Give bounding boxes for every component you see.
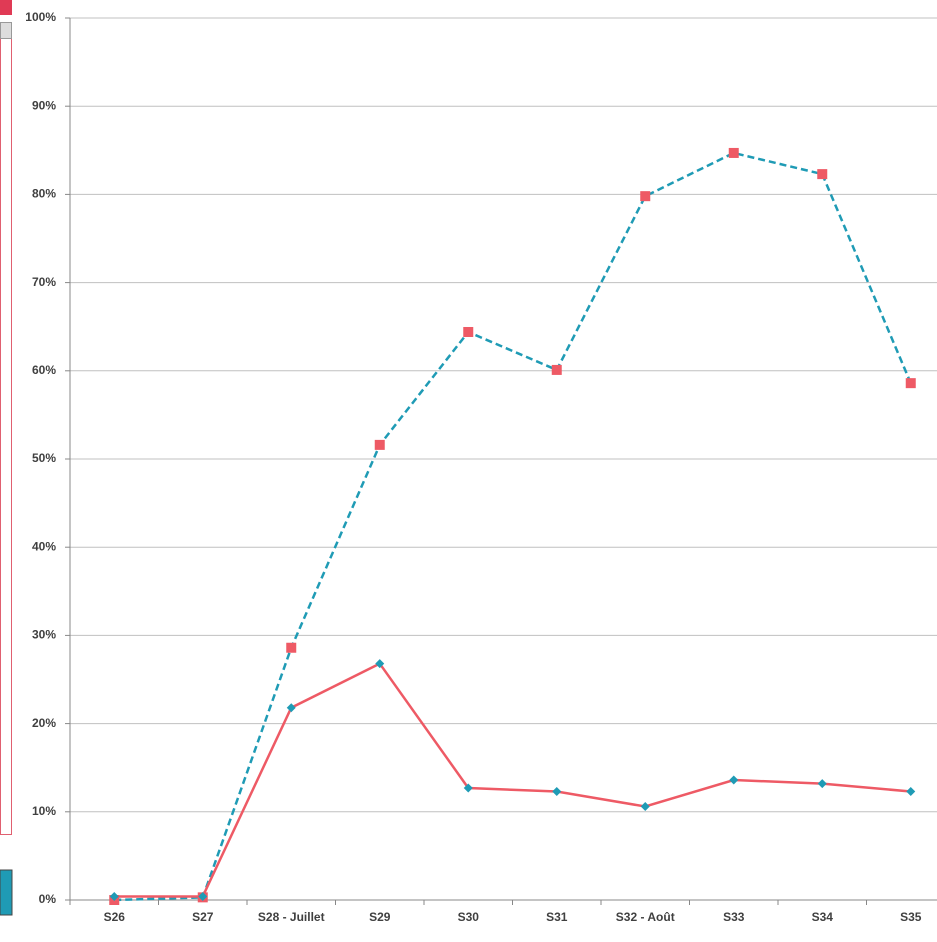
marker: [375, 659, 385, 669]
series-line: [114, 151, 912, 902]
marker: [817, 779, 827, 789]
marker: [906, 787, 916, 797]
marker: [728, 147, 739, 158]
x-tick-label: S29: [369, 910, 391, 924]
marker: [286, 703, 296, 713]
y-tick-label: 0%: [39, 892, 57, 906]
marker: [286, 642, 297, 653]
x-tick-label: S32 - Août: [615, 910, 675, 924]
marker: [640, 802, 650, 812]
y-tick-label: 90%: [32, 98, 56, 112]
side-panel-fragment: [0, 22, 12, 835]
marker: [198, 891, 208, 901]
x-tick-label: S27: [192, 910, 214, 924]
series-line: [114, 662, 911, 898]
y-tick-label: 30%: [32, 628, 56, 642]
y-tick-label: 20%: [32, 716, 56, 730]
marker: [552, 787, 562, 797]
y-tick-label: 70%: [32, 275, 56, 289]
x-tick-label: S30: [457, 910, 479, 924]
marker: [463, 783, 473, 793]
x-tick-label: S34: [811, 910, 833, 924]
y-tick-label: 50%: [32, 451, 56, 465]
marker: [463, 326, 474, 337]
y-tick-label: 10%: [32, 804, 56, 818]
marker: [905, 378, 916, 389]
y-tick-label: 80%: [32, 187, 56, 201]
side-panel-fragment: [0, 869, 13, 916]
marker: [374, 439, 385, 450]
y-tick-label: 60%: [32, 363, 56, 377]
y-tick-label: 100%: [25, 10, 56, 24]
side-panel-fragment: [0, 22, 12, 39]
x-tick-label: S33: [723, 910, 745, 924]
marker: [551, 364, 562, 375]
side-panel-fragment: [0, 0, 12, 15]
marker: [729, 775, 739, 785]
x-tick-label: S31: [546, 910, 568, 924]
marker: [640, 191, 651, 202]
x-tick-label: S26: [103, 910, 125, 924]
marker: [109, 891, 119, 901]
marker: [817, 169, 828, 180]
x-tick-label: S35: [900, 910, 922, 924]
x-tick-label: S28 - Juillet: [257, 910, 325, 924]
y-tick-label: 40%: [32, 539, 56, 553]
